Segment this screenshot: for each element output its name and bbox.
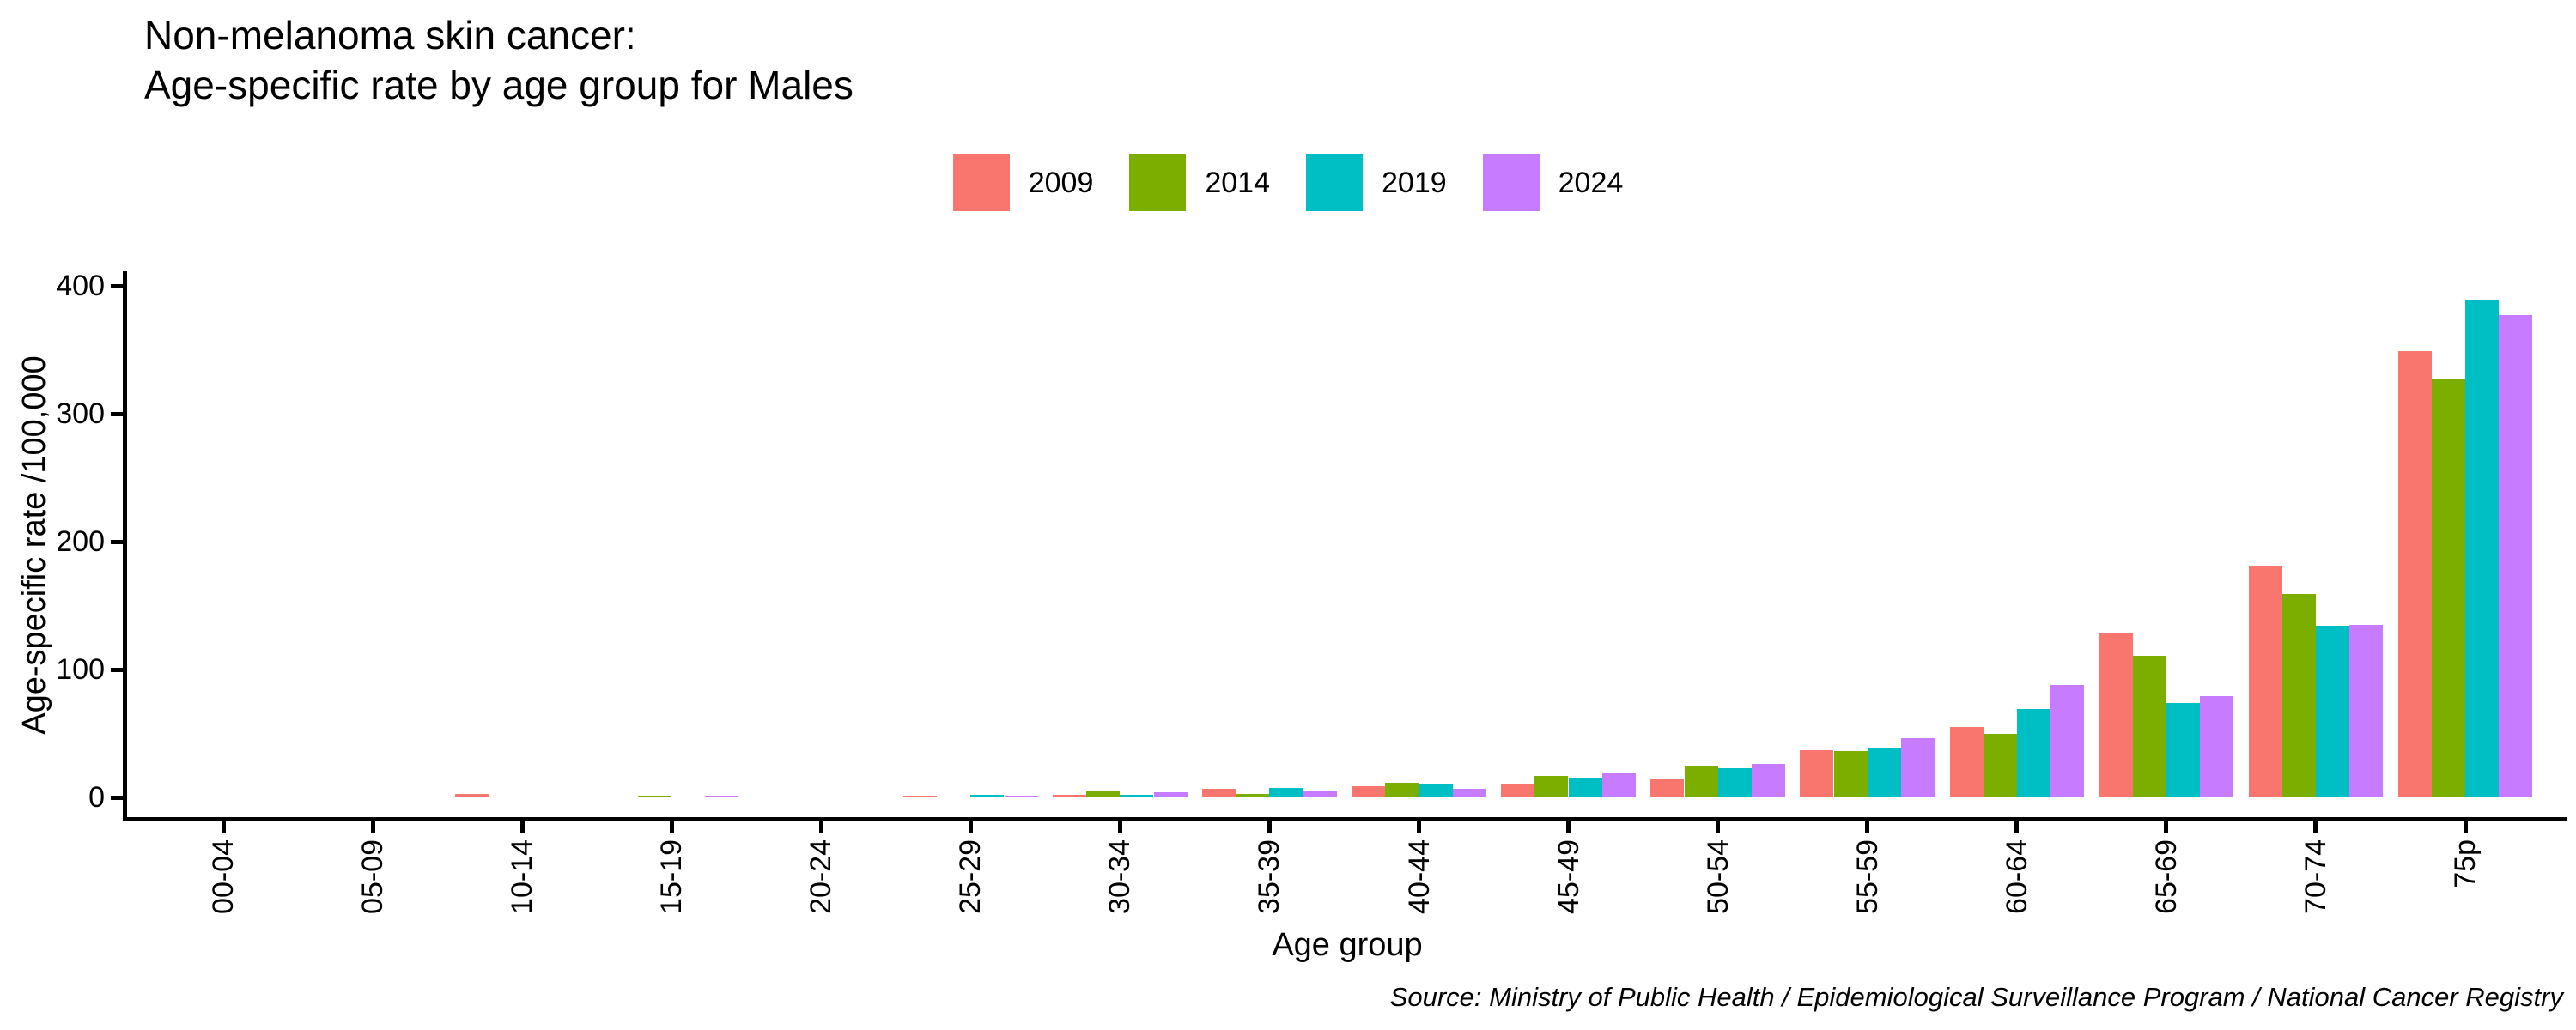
legend-swatch-2024 (1482, 154, 1540, 211)
chart-title: Non-melanoma skin cancer: Age-specific r… (144, 10, 854, 110)
legend-item-2014: 2014 (1129, 154, 1270, 211)
bar-2024-60-64 (2050, 684, 2084, 797)
legend-swatch-2014 (1129, 154, 1187, 211)
y-tick-label: 300 (56, 397, 105, 430)
legend-item-2009: 2009 (952, 154, 1094, 211)
bar-2019-30-34 (1120, 795, 1154, 797)
bar-2019-50-54 (1717, 767, 1752, 797)
bar-2009-60-64 (1949, 727, 1984, 797)
y-tick-mark (111, 667, 123, 672)
bar-2009-30-34 (1053, 795, 1087, 797)
bar-2014-55-59 (1833, 751, 1868, 797)
x-tick-mark (1267, 821, 1272, 833)
source-caption: Source: Ministry of Public Health / Epid… (1389, 982, 2563, 1012)
x-tick-mark (1117, 821, 1122, 833)
bar-2009-55-59 (1800, 749, 1834, 797)
x-tick-mark (1417, 821, 1422, 833)
legend-item-2024: 2024 (1482, 154, 1624, 211)
x-tick-mark (968, 821, 973, 833)
y-axis-title: Age-specific rate /100,000 (16, 355, 52, 735)
x-tick-mark (1716, 821, 1721, 833)
x-tick-mark (1865, 821, 1870, 833)
bar-2014-30-34 (1086, 791, 1121, 797)
bar-2024-30-34 (1153, 792, 1188, 797)
legend-label-2014: 2014 (1205, 166, 1270, 199)
chart-title-line2: Age-specific rate by age group for Males (144, 63, 854, 107)
bar-2019-75p (2465, 300, 2500, 797)
chart-title-line1: Non-melanoma skin cancer: (144, 13, 636, 58)
x-tick-mark (2164, 821, 2169, 833)
bar-2009-50-54 (1650, 779, 1685, 797)
bar-2009-45-49 (1501, 783, 1535, 797)
bar-2009-10-14 (454, 793, 489, 797)
bar-2009-40-44 (1352, 785, 1386, 797)
bar-2019-35-39 (1269, 787, 1303, 797)
bar-2024-75p (2499, 315, 2533, 797)
y-tick-label: 0 (88, 781, 105, 814)
x-axis-line (123, 817, 2567, 821)
bar-2024-40-44 (1452, 788, 1486, 797)
bar-2024-35-39 (1303, 790, 1337, 797)
bar-2024-55-59 (1900, 738, 1935, 797)
y-tick-label: 200 (56, 525, 105, 558)
y-axis-line (123, 271, 127, 821)
bar-2009-25-29 (903, 795, 938, 797)
bar-2009-35-39 (1202, 789, 1236, 797)
y-tick-mark (111, 411, 123, 416)
bar-2014-65-69 (2132, 655, 2166, 797)
y-tick-mark (111, 283, 123, 288)
x-tick-mark (1566, 821, 1571, 833)
bar-2019-25-29 (970, 795, 1005, 797)
bar-2009-65-69 (2099, 632, 2133, 797)
bar-2014-45-49 (1534, 775, 1569, 797)
bar-2019-70-74 (2315, 626, 2349, 797)
x-tick-mark (2463, 821, 2468, 833)
bar-2019-60-64 (2016, 709, 2050, 797)
bar-2014-15-19 (638, 795, 672, 797)
x-tick-mark (669, 821, 674, 833)
legend-swatch-2009 (952, 154, 1010, 211)
x-tick-mark (221, 821, 226, 833)
x-tick-mark (370, 821, 375, 833)
bar-2024-70-74 (2349, 624, 2384, 797)
bar-2014-70-74 (2281, 594, 2316, 797)
y-tick-mark (111, 539, 123, 544)
bar-2014-50-54 (1684, 765, 1718, 797)
bar-2014-35-39 (1236, 794, 1270, 797)
x-tick-mark (519, 821, 525, 833)
legend-swatch-2019 (1306, 154, 1363, 211)
bar-2019-40-44 (1419, 783, 1453, 797)
bar-2009-75p (2397, 350, 2432, 797)
legend-label-2019: 2019 (1382, 166, 1447, 199)
legend-label-2024: 2024 (1558, 166, 1624, 199)
legend: 2009 2014 2019 2024 (0, 154, 2576, 211)
bar-2024-50-54 (1751, 764, 1785, 797)
legend-item-2019: 2019 (1306, 154, 1447, 211)
legend-label-2009: 2009 (1028, 166, 1094, 199)
bar-2024-25-29 (1004, 795, 1038, 797)
y-tick-label: 400 (56, 270, 105, 302)
x-axis-title: Age group (1272, 927, 1423, 963)
y-tick-label: 100 (56, 653, 105, 686)
bar-2014-60-64 (1983, 733, 2017, 797)
bar-2024-45-49 (1601, 772, 1636, 797)
bar-2014-40-44 (1385, 782, 1419, 797)
bar-2009-70-74 (2248, 566, 2282, 797)
x-tick-mark (818, 821, 823, 833)
bar-2019-45-49 (1568, 777, 1602, 797)
y-tick-mark (111, 795, 123, 800)
bar-2014-75p (2431, 379, 2465, 797)
bar-2024-65-69 (2200, 696, 2234, 797)
x-tick-mark (2014, 821, 2020, 833)
x-tick-mark (2313, 821, 2318, 833)
bar-2019-55-59 (1867, 748, 1901, 797)
bar-2024-15-19 (705, 795, 739, 797)
bar-2019-65-69 (2166, 702, 2200, 797)
